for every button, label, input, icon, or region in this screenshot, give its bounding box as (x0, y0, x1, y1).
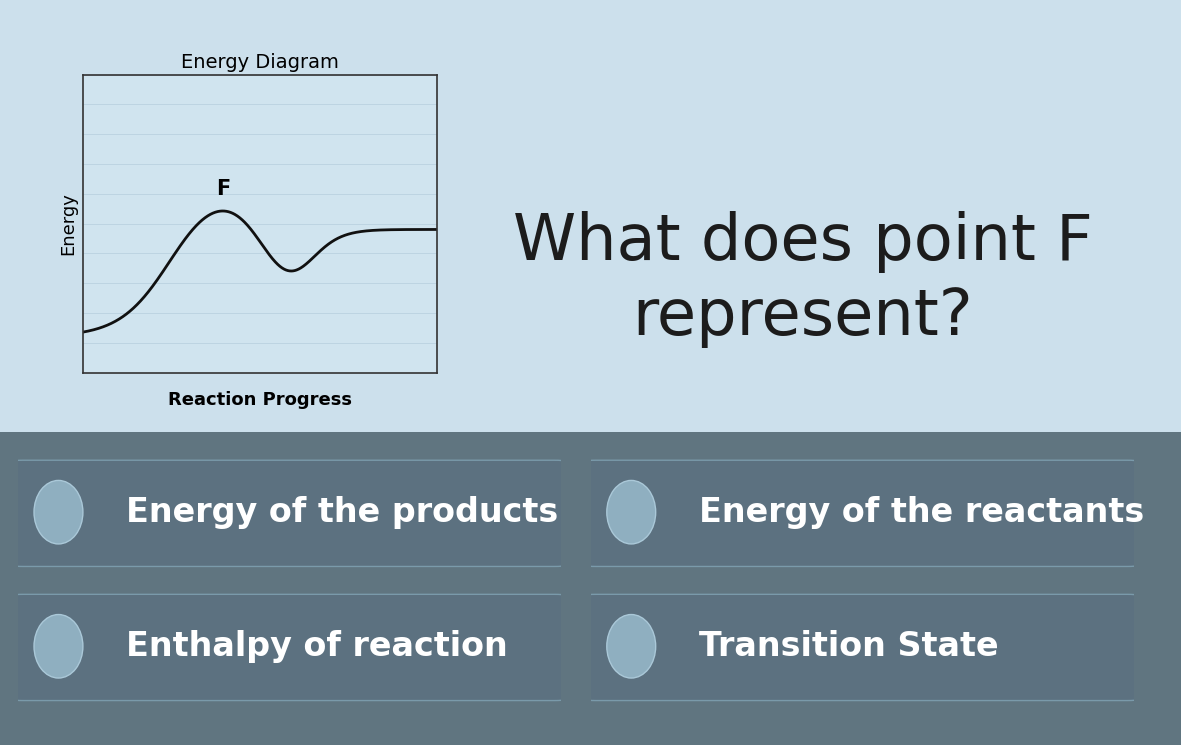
Text: Reaction Progress: Reaction Progress (168, 391, 352, 409)
Text: Energy of the products: Energy of the products (126, 495, 559, 529)
Ellipse shape (34, 615, 83, 678)
Title: Energy Diagram: Energy Diagram (181, 53, 339, 72)
Text: Energy of the reactants: Energy of the reactants (699, 495, 1144, 529)
Ellipse shape (607, 481, 655, 544)
Text: represent?: represent? (633, 285, 973, 348)
Y-axis label: Energy: Energy (59, 192, 77, 255)
Text: F: F (216, 179, 230, 199)
FancyBboxPatch shape (7, 595, 570, 700)
Ellipse shape (607, 615, 655, 678)
Bar (0, 432, 1181, 745)
Ellipse shape (34, 481, 83, 544)
Bar (0, 0, 1181, 432)
Text: Enthalpy of reaction: Enthalpy of reaction (126, 630, 508, 663)
Text: Transition State: Transition State (699, 630, 999, 663)
Text: What does point F: What does point F (513, 211, 1094, 273)
FancyBboxPatch shape (580, 595, 1143, 700)
FancyBboxPatch shape (7, 460, 570, 566)
FancyBboxPatch shape (580, 460, 1143, 566)
